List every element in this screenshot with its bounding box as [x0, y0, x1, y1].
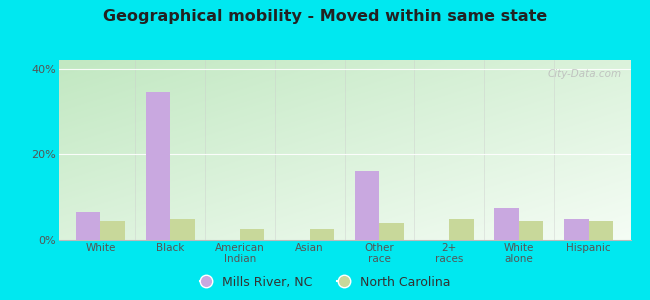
Bar	[146, 92, 170, 240]
Bar	[495, 208, 519, 240]
Bar	[380, 223, 404, 240]
Bar	[240, 229, 265, 240]
Bar	[589, 221, 613, 240]
Bar	[355, 171, 380, 240]
Bar	[519, 221, 543, 240]
Bar	[76, 212, 100, 240]
Text: Geographical mobility - Moved within same state: Geographical mobility - Moved within sam…	[103, 9, 547, 24]
Bar	[564, 219, 589, 240]
Bar	[449, 219, 474, 240]
Bar	[100, 221, 125, 240]
Text: City-Data.com: City-Data.com	[548, 69, 622, 79]
Bar	[170, 219, 194, 240]
Bar	[309, 229, 334, 240]
Legend: Mills River, NC, North Carolina: Mills River, NC, North Carolina	[194, 271, 456, 294]
